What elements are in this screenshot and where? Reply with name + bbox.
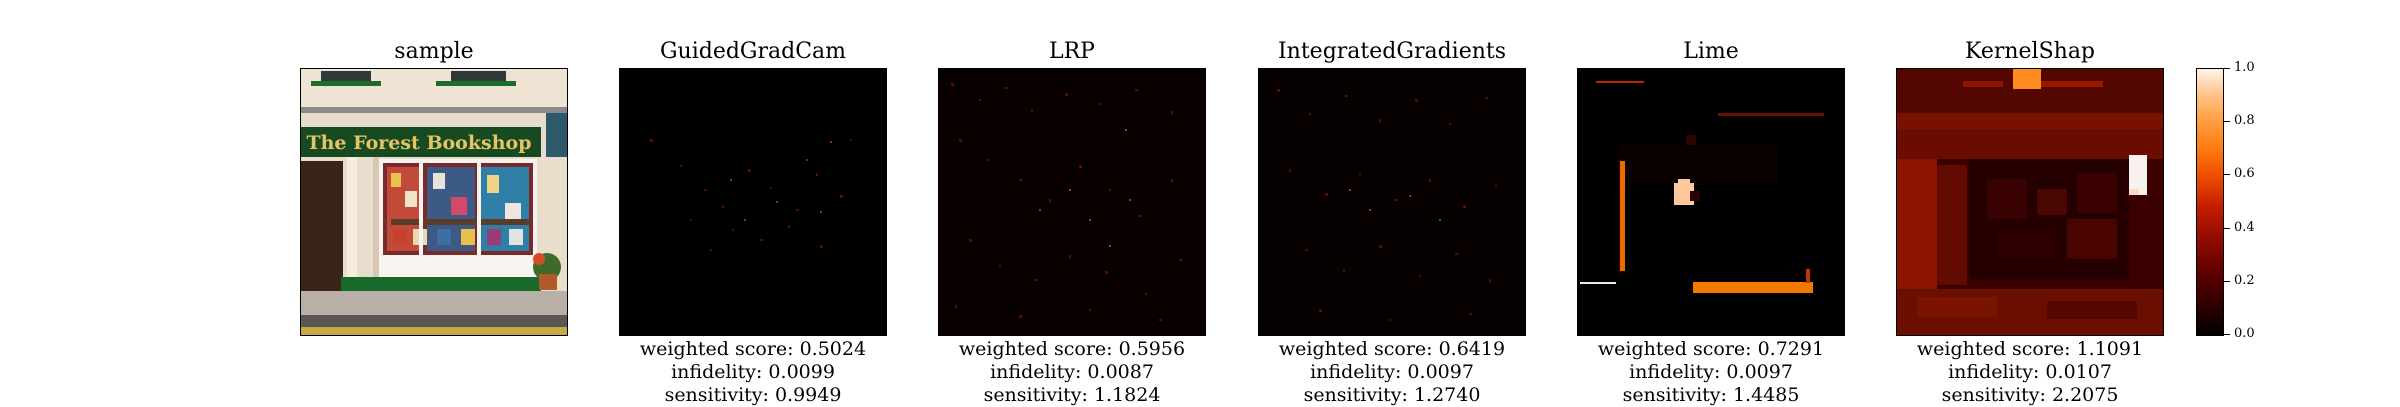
infidelity: infidelity: 0.0087 xyxy=(990,361,1154,383)
tick-label: 0.8 xyxy=(2234,113,2255,128)
attribution-map xyxy=(938,68,1206,336)
tick-mark xyxy=(2224,121,2230,122)
infidelity: infidelity: 0.0097 xyxy=(1629,361,1793,383)
metrics-block: weighted score: 0.5956 infidelity: 0.008… xyxy=(918,338,1226,407)
sensitivity: sensitivity: 1.4485 xyxy=(1622,384,1800,406)
shop-sign: The Forest Bookshop xyxy=(306,132,531,154)
lime-heatmap xyxy=(1578,69,1844,335)
tick-label: 1.0 xyxy=(2234,60,2255,75)
tick-mark xyxy=(2224,281,2230,282)
sensitivity: sensitivity: 2.2075 xyxy=(1941,384,2119,406)
weighted-score: weighted score: 1.1091 xyxy=(1916,338,2144,360)
sensitivity: sensitivity: 1.2740 xyxy=(1303,384,1481,406)
integratedgradients-heatmap xyxy=(1259,69,1525,335)
tick-mark xyxy=(2224,228,2230,229)
attribution-map xyxy=(1577,68,1845,336)
tick-mark xyxy=(2224,334,2230,335)
metrics-block: weighted score: 0.7291 infidelity: 0.009… xyxy=(1557,338,1865,407)
tick-mark xyxy=(2224,68,2230,69)
weighted-score: weighted score: 0.7291 xyxy=(1597,338,1825,360)
attribution-map xyxy=(619,68,887,336)
weighted-score: weighted score: 0.6419 xyxy=(1278,338,1506,360)
metrics-block: weighted score: 0.5024 infidelity: 0.009… xyxy=(599,338,907,407)
attribution-map xyxy=(1896,68,2164,336)
panel-title: GuidedGradCam xyxy=(659,39,847,64)
sensitivity: sensitivity: 1.1824 xyxy=(983,384,1161,406)
panel-title: Lime xyxy=(1683,39,1739,64)
kernelshap-heatmap xyxy=(1897,69,2163,335)
lrp-heatmap xyxy=(939,69,1205,335)
tick-label: 0.4 xyxy=(2234,220,2255,235)
metrics-block: weighted score: 1.1091 infidelity: 0.010… xyxy=(1876,338,2184,407)
tick-label: 0.0 xyxy=(2234,326,2255,341)
attribution-map xyxy=(1258,68,1526,336)
panel-title: IntegratedGradients xyxy=(1277,39,1507,64)
panel-title: sample xyxy=(394,39,474,64)
tick-label: 0.2 xyxy=(2234,273,2255,288)
panel-title: KernelShap xyxy=(1964,39,2096,64)
tick-label: 0.6 xyxy=(2234,166,2255,181)
infidelity: infidelity: 0.0107 xyxy=(1948,361,2112,383)
sample-image: The Forest Bookshop xyxy=(300,68,568,336)
guidedgradcam-heatmap xyxy=(620,69,886,335)
colorbar-ticks: 0.0 0.2 0.4 0.6 0.8 1.0 xyxy=(2224,60,2284,341)
weighted-score: weighted score: 0.5956 xyxy=(958,338,1186,360)
infidelity: infidelity: 0.0099 xyxy=(671,361,835,383)
infidelity: infidelity: 0.0097 xyxy=(1310,361,1474,383)
bookshop-photo: The Forest Bookshop xyxy=(301,69,567,335)
sensitivity: sensitivity: 0.9949 xyxy=(664,384,842,406)
colorbar xyxy=(2196,68,2224,336)
tick-mark xyxy=(2224,174,2230,175)
panel-title: LRP xyxy=(1049,39,1095,64)
weighted-score: weighted score: 0.5024 xyxy=(639,338,867,360)
metrics-block: weighted score: 0.6419 infidelity: 0.009… xyxy=(1238,338,1546,407)
